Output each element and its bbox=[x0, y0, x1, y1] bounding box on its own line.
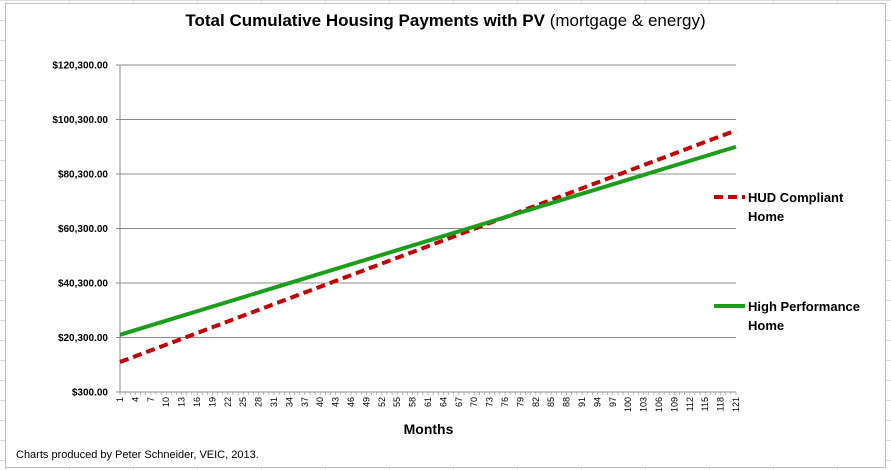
y-tick-label: $20,300.00 bbox=[58, 333, 108, 344]
x-tick-label: 37 bbox=[300, 397, 310, 407]
chart-title: Total Cumulative Housing Payments with P… bbox=[0, 11, 891, 31]
x-tick-label: 94 bbox=[592, 397, 602, 407]
y-tick-label: $60,300.00 bbox=[58, 224, 108, 235]
series-line-hud-compliant bbox=[119, 128, 737, 364]
x-tick-label: 49 bbox=[361, 397, 371, 407]
x-tick-label: 31 bbox=[269, 397, 279, 407]
x-tick-label: 28 bbox=[254, 397, 264, 407]
x-tick-label: 4 bbox=[130, 397, 140, 402]
x-tick-label: 112 bbox=[685, 397, 695, 411]
y-tick-label: $300.00 bbox=[72, 388, 109, 399]
x-tick-label: 82 bbox=[531, 397, 541, 407]
chart-title-main: Total Cumulative Housing Payments with P… bbox=[185, 11, 545, 30]
y-tick-label: $100,300.00 bbox=[52, 115, 108, 126]
x-tick-label: 55 bbox=[392, 397, 402, 407]
y-tick-label: $80,300.00 bbox=[58, 170, 108, 181]
legend-swatches bbox=[714, 195, 745, 308]
x-tick-label: 52 bbox=[377, 397, 387, 407]
y-axis-ticks: $300.00 $20,300.00 $40,300.00 $60,300.00 $80… bbox=[52, 61, 120, 399]
x-tick-label: 16 bbox=[192, 397, 202, 407]
x-axis-label: Months bbox=[403, 421, 454, 437]
x-axis-ticks: 1 4 7 10 13 16 19 22 25 28 31 34 37 40 43 46 49 52 55 58 61 6… bbox=[115, 392, 741, 412]
x-tick-label: 1 bbox=[115, 397, 125, 402]
chart-footer-credit: Charts produced by Peter Schneider, VEIC… bbox=[16, 449, 259, 461]
x-tick-label: 106 bbox=[654, 397, 664, 412]
x-tick-label: 115 bbox=[700, 397, 710, 411]
x-tick-label: 10 bbox=[161, 397, 171, 407]
x-tick-label: 46 bbox=[346, 397, 356, 407]
x-tick-label: 97 bbox=[608, 397, 618, 407]
x-tick-label: 100 bbox=[623, 397, 633, 412]
legend-label-hud: HUD Compliant Home bbox=[748, 190, 844, 224]
x-tick-label: 91 bbox=[577, 397, 587, 407]
x-tick-label: 13 bbox=[177, 397, 187, 407]
x-tick-label: 76 bbox=[500, 397, 510, 407]
x-tick-label: 121 bbox=[731, 397, 741, 412]
x-tick-label: 64 bbox=[438, 397, 448, 407]
x-tick-label: 34 bbox=[284, 397, 294, 407]
chart-title-suffix: (mortgage & energy) bbox=[549, 11, 706, 30]
x-tick-label: 43 bbox=[331, 397, 341, 407]
x-tick-label: 22 bbox=[223, 397, 233, 407]
x-tick-label: 58 bbox=[408, 397, 418, 407]
x-tick-label: 40 bbox=[315, 397, 325, 407]
x-tick-label: 73 bbox=[485, 397, 495, 407]
x-tick-label: 103 bbox=[639, 397, 649, 412]
x-tick-label: 85 bbox=[546, 397, 556, 407]
legend-label-high-performance: High Performance Home bbox=[748, 299, 860, 333]
series-lines bbox=[119, 128, 737, 364]
x-tick-label: 19 bbox=[207, 397, 217, 407]
y-tick-label: $40,300.00 bbox=[58, 279, 108, 290]
x-tick-label: 67 bbox=[454, 397, 464, 407]
series-line-high-performance bbox=[119, 144, 737, 337]
x-tick-label: 7 bbox=[146, 397, 156, 402]
y-tick-label: $120,300.00 bbox=[52, 61, 108, 72]
x-tick-label: 118 bbox=[716, 397, 726, 411]
x-tick-label: 79 bbox=[515, 397, 525, 407]
x-tick-label: 109 bbox=[669, 397, 679, 412]
x-tick-label: 70 bbox=[469, 397, 479, 407]
grid-lines bbox=[119, 64, 736, 393]
x-tick-label: 25 bbox=[238, 397, 248, 407]
x-tick-label: 61 bbox=[423, 397, 433, 407]
x-tick-label: 88 bbox=[562, 397, 572, 407]
